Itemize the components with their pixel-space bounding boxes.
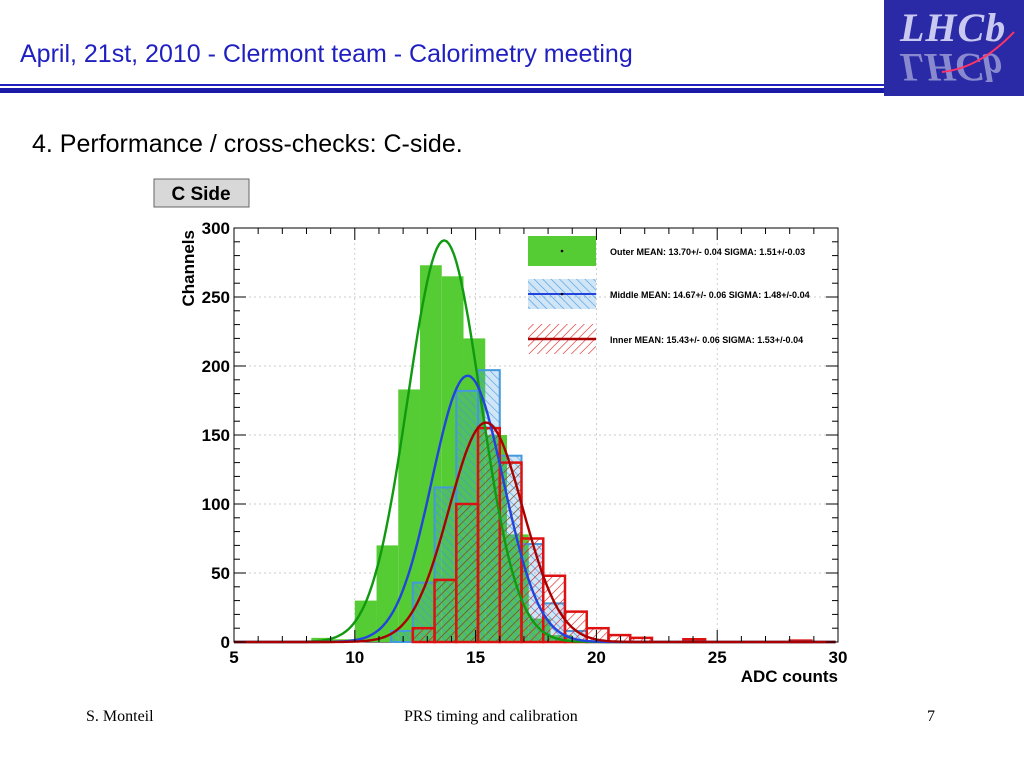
footer-author: S. Monteil xyxy=(86,708,154,725)
inner-legend-label: Inner MEAN: 15.43+/- 0.06 SIGMA: 1.53+/-… xyxy=(610,335,803,345)
header-rule xyxy=(0,84,884,86)
inner-fit-curve xyxy=(234,421,836,644)
overlap-hatch xyxy=(479,435,499,642)
x-tick-label: 25 xyxy=(708,648,727,667)
y-axis-label: Channels xyxy=(179,230,198,307)
overlap-hatch xyxy=(500,462,521,642)
fit-curves xyxy=(234,239,836,644)
section-heading: 4. Performance / cross-checks: C-side. xyxy=(32,130,463,158)
logo-arc-icon xyxy=(941,31,1015,73)
panel-label-text: C Side xyxy=(171,184,230,205)
y-tick-label: 200 xyxy=(202,357,230,376)
middle-legend-marker xyxy=(560,292,564,296)
overlap-hatch xyxy=(435,579,456,642)
footer-subject: PRS timing and calibration xyxy=(404,708,578,725)
x-tick-label: 5 xyxy=(229,648,238,667)
y-tick-label: 300 xyxy=(202,219,230,238)
inner-bar xyxy=(411,626,436,644)
x-tick-label: 10 xyxy=(345,648,364,667)
header-rule-thick xyxy=(0,88,884,93)
x-axis-label: ADC counts xyxy=(741,667,838,686)
x-tick-label: 30 xyxy=(829,648,848,667)
overlap-hatch xyxy=(457,504,478,642)
middle-legend-label: Middle MEAN: 14.67+/- 0.06 SIGMA: 1.48+/… xyxy=(610,290,810,300)
legend: Outer MEAN: 13.70+/- 0.04 SIGMA: 1.51+/-… xyxy=(528,236,810,354)
footer-page-number: 7 xyxy=(927,708,935,725)
y-tick-label: 50 xyxy=(211,564,230,583)
y-tick-label: 0 xyxy=(221,633,230,652)
outer-bar xyxy=(376,545,399,642)
outer-bar xyxy=(398,389,421,642)
x-tick-label: 20 xyxy=(587,648,606,667)
lhcb-logo-text: LHCb xyxy=(900,5,1007,50)
outer-legend-marker xyxy=(560,249,564,253)
outer-bar xyxy=(354,600,377,642)
slide-title: April, 21st, 2010 - Clermont team - Calo… xyxy=(20,40,633,68)
lhcb-logo xyxy=(884,0,1024,96)
outer-legend-label: Outer MEAN: 13.70+/- 0.04 SIGMA: 1.51+/-… xyxy=(610,247,805,257)
y-tick-label: 100 xyxy=(202,495,230,514)
histogram-bars xyxy=(311,265,813,644)
panel-label: C Side xyxy=(153,178,250,208)
y-tick-label: 150 xyxy=(202,426,230,445)
y-tick-label: 250 xyxy=(202,288,230,307)
x-tick-label: 15 xyxy=(466,648,485,667)
